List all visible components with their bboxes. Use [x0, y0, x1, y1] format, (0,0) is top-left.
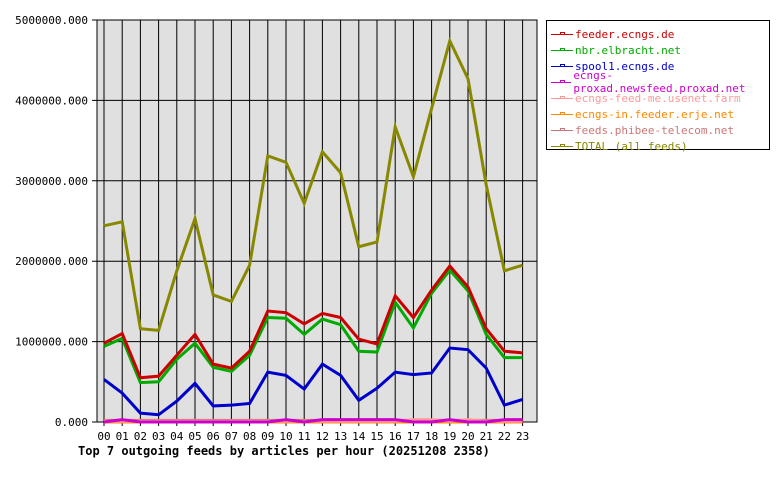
x-tick-label: 11: [298, 430, 311, 443]
legend-item: ecngs-in.feeder.erje.net: [547, 106, 769, 122]
legend-item: feeder.ecngs.de: [547, 26, 769, 42]
legend-label: TOTAL (all feeds): [575, 139, 688, 153]
legend-item: ecngs-feed-me.usenet.farm: [547, 90, 769, 106]
y-tick-label: 0.000: [55, 416, 88, 429]
x-tick-label: 21: [480, 430, 493, 443]
x-tick-label: 16: [389, 430, 402, 443]
x-tick-label: 05: [188, 430, 201, 443]
series-line: [103, 36, 524, 332]
x-tick-label: 00: [97, 430, 110, 443]
x-tick-label: 14: [352, 430, 366, 443]
y-tick-label: 3000000.000: [15, 175, 88, 188]
legend-label: feeds.phibee-telecom.net: [575, 123, 734, 137]
x-tick-label: 09: [261, 430, 274, 443]
legend-line-icon: [551, 63, 573, 67]
legend-item: TOTAL (all feeds): [547, 138, 769, 154]
legend-label: nbr.elbracht.net: [575, 43, 681, 57]
legend-label: ecngs-proxad.newsfeed.proxad.net: [573, 69, 746, 95]
x-tick-label: 19: [443, 430, 456, 443]
legend: feeder.ecngs.de nbr.elbracht.net spool1.…: [546, 20, 770, 153]
x-tick-label: 18: [425, 430, 438, 443]
x-tick-label: 15: [370, 430, 383, 443]
legend-label: feeder.ecngs.de: [575, 27, 675, 41]
legend-item: spool1.ecngs.de: [547, 58, 769, 74]
x-tick-label: 20: [461, 430, 474, 443]
legend-label: ecngs-in.feeder.erje.net: [575, 107, 734, 121]
legend-label: spool1.ecngs.de: [575, 59, 675, 73]
legend-label: ecngs-feed-me.usenet.farm: [575, 91, 741, 105]
series-line: [103, 263, 523, 380]
x-tick-label: 13: [334, 430, 347, 443]
legend-line-icon: [551, 95, 573, 99]
x-tick-label: 06: [207, 430, 220, 443]
y-axis: 0.000 1000000.000 2000000.000 3000000.000 40…: [15, 14, 88, 429]
plot-background: [96, 19, 538, 423]
x-tick-label: 03: [152, 430, 165, 443]
x-tick-label: 17: [407, 430, 420, 443]
series-line: [103, 418, 523, 424]
chart-caption: Top 7 outgoing feeds by articles per hou…: [78, 444, 490, 458]
legend-line-icon: [551, 79, 572, 83]
series-line: [103, 267, 523, 385]
legend-line-icon: [551, 31, 573, 35]
legend-line-icon: [551, 111, 573, 115]
legend-line-icon: [551, 143, 573, 147]
legend-line-icon: [551, 47, 573, 51]
x-tick-label: 01: [116, 430, 129, 443]
y-tick-label: 5000000.000: [15, 14, 88, 27]
x-tick-label: 02: [134, 430, 147, 443]
x-tick-label: 23: [516, 430, 529, 443]
x-tick-label: 12: [316, 430, 329, 443]
x-tick-label: 04: [170, 430, 184, 443]
legend-line-icon: [551, 127, 573, 131]
y-tick-label: 1000000.000: [15, 336, 88, 349]
legend-item: nbr.elbracht.net: [547, 42, 769, 58]
series-lines: [103, 36, 524, 424]
legend-item: ecngs-proxad.newsfeed.proxad.net: [547, 69, 769, 95]
x-tick-label: 10: [279, 430, 292, 443]
x-axis: 00 01 02 03 04 05 06 07 08 09 10 11 12 13 14 15 16 17 18 19…: [97, 430, 529, 443]
series-line: [103, 346, 524, 417]
x-tick-label: 07: [225, 430, 238, 443]
x-tick-label: 08: [243, 430, 256, 443]
x-tick-label: 22: [498, 430, 511, 443]
y-tick-label: 2000000.000: [15, 255, 88, 268]
legend-item: feeds.phibee-telecom.net: [547, 122, 769, 138]
y-tick-label: 4000000.000: [15, 94, 88, 107]
